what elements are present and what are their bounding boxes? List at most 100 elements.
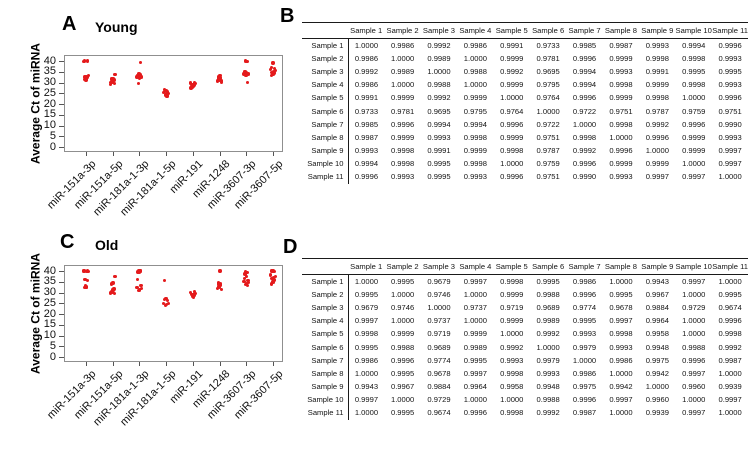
correlation-cell: 1.0000 xyxy=(645,146,669,156)
column-header: Sample 5 xyxy=(493,258,530,275)
correlation-cell: 0.9993 xyxy=(572,329,597,339)
panel-letter-b: B xyxy=(280,5,295,27)
correlation-cell: 0.9997 xyxy=(718,395,742,405)
correlation-cell: 0.9993 xyxy=(718,80,742,90)
correlation-cell: 0.9986 xyxy=(354,80,379,90)
panel-a-title: Young xyxy=(95,19,138,35)
correlation-cell: 0.9986 xyxy=(354,53,379,63)
column-header: Sample 9 xyxy=(639,22,676,39)
correlation-cell: 0.9996 xyxy=(682,119,706,129)
table-row: Sample 7 0.9985 0.9996 0.9994 0.9994 0.9996 0.… xyxy=(302,117,748,131)
data-point xyxy=(113,73,117,77)
y-tick xyxy=(59,292,64,294)
row-header: Sample 1 xyxy=(302,38,349,52)
x-tick xyxy=(192,152,194,156)
table-corner-cell xyxy=(302,258,348,275)
y-tick xyxy=(59,61,64,62)
correlation-cell: 0.9992 xyxy=(572,146,597,156)
x-tick xyxy=(112,152,114,156)
correlation-cell: 1.0000 xyxy=(463,80,487,90)
correlation-cell: 0.9998 xyxy=(609,80,633,90)
correlation-cell: 0.9993 xyxy=(718,132,742,142)
row-header: Sample 9 xyxy=(302,380,349,394)
panel-d-correlation-table: D Sample 1 Sample 2 Sample 3 Sample 4 Sample… xyxy=(270,228,750,455)
table-row: Sample 11 0.9996 0.9993 0.9995 0.9993 0.9996 0… xyxy=(302,170,748,184)
data-point xyxy=(268,273,273,277)
correlation-cell: 0.9996 xyxy=(645,132,669,142)
data-point xyxy=(269,269,273,273)
table-row: Sample 4 0.9986 1.0000 0.9988 1.0000 0.9999 0.… xyxy=(302,78,748,92)
correlation-cell: 0.9997 xyxy=(718,146,742,156)
data-point xyxy=(188,290,193,295)
correlation-cell: 0.9722 xyxy=(536,119,560,129)
correlation-cell: 0.9999 xyxy=(500,289,524,299)
correlation-cell: 0.9948 xyxy=(645,342,669,352)
table-row: Sample 7 0.9986 0.9996 0.9774 0.9995 0.9993 0.… xyxy=(302,353,748,367)
row-header: Sample 11 xyxy=(302,406,349,420)
correlation-cell: 0.9996 xyxy=(572,53,597,63)
correlation-cell: 0.9787 xyxy=(536,146,560,156)
correlation-cell: 0.9995 xyxy=(427,172,451,182)
x-tick xyxy=(139,362,141,366)
correlation-cell: 0.9998 xyxy=(718,329,742,339)
correlation-cell: 0.9999 xyxy=(500,132,524,142)
correlation-cell: 0.9751 xyxy=(718,106,742,116)
correlation-cell: 0.9719 xyxy=(427,329,451,339)
correlation-cell: 0.9729 xyxy=(682,302,706,312)
correlation-cell: 0.9993 xyxy=(354,146,379,156)
table-header-row: Sample 1 Sample 2 Sample 3 Sample 4 Sample 5… xyxy=(302,22,749,39)
correlation-cell: 0.9999 xyxy=(682,132,706,142)
correlation-cell: 0.9995 xyxy=(463,355,487,365)
data-point xyxy=(163,278,167,283)
data-point xyxy=(243,282,247,286)
table-row: Sample 8 0.9987 0.9999 0.9993 0.9998 0.9999 0.… xyxy=(302,130,748,144)
data-point xyxy=(272,67,277,71)
correlation-cell: 1.0000 xyxy=(609,368,633,378)
correlation-cell: 0.9993 xyxy=(645,40,669,50)
table-row: Sample 3 0.9992 0.9989 1.0000 0.9988 0.9992 0.… xyxy=(302,64,748,79)
correlation-cell: 0.9999 xyxy=(609,159,633,169)
data-point xyxy=(140,75,144,79)
correlation-cell: 0.9999 xyxy=(645,159,669,169)
correlation-table: Sample 1 Sample 2 Sample 3 Sample 4 Sample 5… xyxy=(302,22,749,184)
x-tick xyxy=(246,152,248,156)
correlation-cell: 1.0000 xyxy=(463,316,487,326)
data-point xyxy=(140,286,144,291)
data-point xyxy=(245,271,249,275)
correlation-cell: 0.9999 xyxy=(682,146,706,156)
table-body: Sample 1 1.0000 0.9995 0.9679 0.9997 0.9998 0.… xyxy=(302,274,748,420)
correlation-cell: 0.9993 xyxy=(718,53,742,63)
correlation-cell: 0.9991 xyxy=(354,93,379,103)
correlation-cell: 0.9996 xyxy=(390,355,415,365)
column-header: Sample 8 xyxy=(602,258,640,275)
column-header: Sample 10 xyxy=(675,22,712,39)
data-point xyxy=(216,286,220,291)
x-tick xyxy=(166,152,168,156)
data-point xyxy=(269,73,274,78)
correlation-cell: 0.9997 xyxy=(682,368,706,378)
correlation-cell: 0.9996 xyxy=(354,172,379,182)
correlation-cell: 0.9992 xyxy=(536,408,560,418)
correlation-cell: 1.0000 xyxy=(645,382,669,392)
correlation-cell: 0.9998 xyxy=(682,53,706,63)
correlation-cell: 0.9998 xyxy=(682,80,706,90)
correlation-cell: 0.9993 xyxy=(536,368,560,378)
data-point xyxy=(273,274,277,278)
correlation-cell: 0.9996 xyxy=(718,40,742,50)
column-header: Sample 6 xyxy=(529,258,567,275)
table-row: Sample 10 0.9997 1.0000 0.9729 1.0000 1.0000 0… xyxy=(302,393,748,407)
correlation-cell: 0.9695 xyxy=(427,106,451,116)
correlation-cell: 1.0000 xyxy=(682,289,706,299)
correlation-cell: 1.0000 xyxy=(390,53,415,63)
y-tick xyxy=(59,125,64,127)
correlation-cell: 0.9995 xyxy=(572,316,597,326)
correlation-cell: 1.0000 xyxy=(718,276,742,286)
table-row: Sample 9 0.9943 0.9967 0.9884 0.9964 0.9958 0.… xyxy=(302,380,748,394)
correlation-cell: 0.9999 xyxy=(463,93,487,103)
table-row: Sample 1 1.0000 0.9986 0.9992 0.9986 0.9991 0.… xyxy=(302,38,748,52)
column-header: Sample 4 xyxy=(457,258,494,275)
correlation-cell: 0.9994 xyxy=(427,119,451,129)
correlation-cell: 0.9884 xyxy=(427,382,451,392)
row-header: Sample 2 xyxy=(302,287,349,301)
row-header: Sample 6 xyxy=(302,340,349,354)
